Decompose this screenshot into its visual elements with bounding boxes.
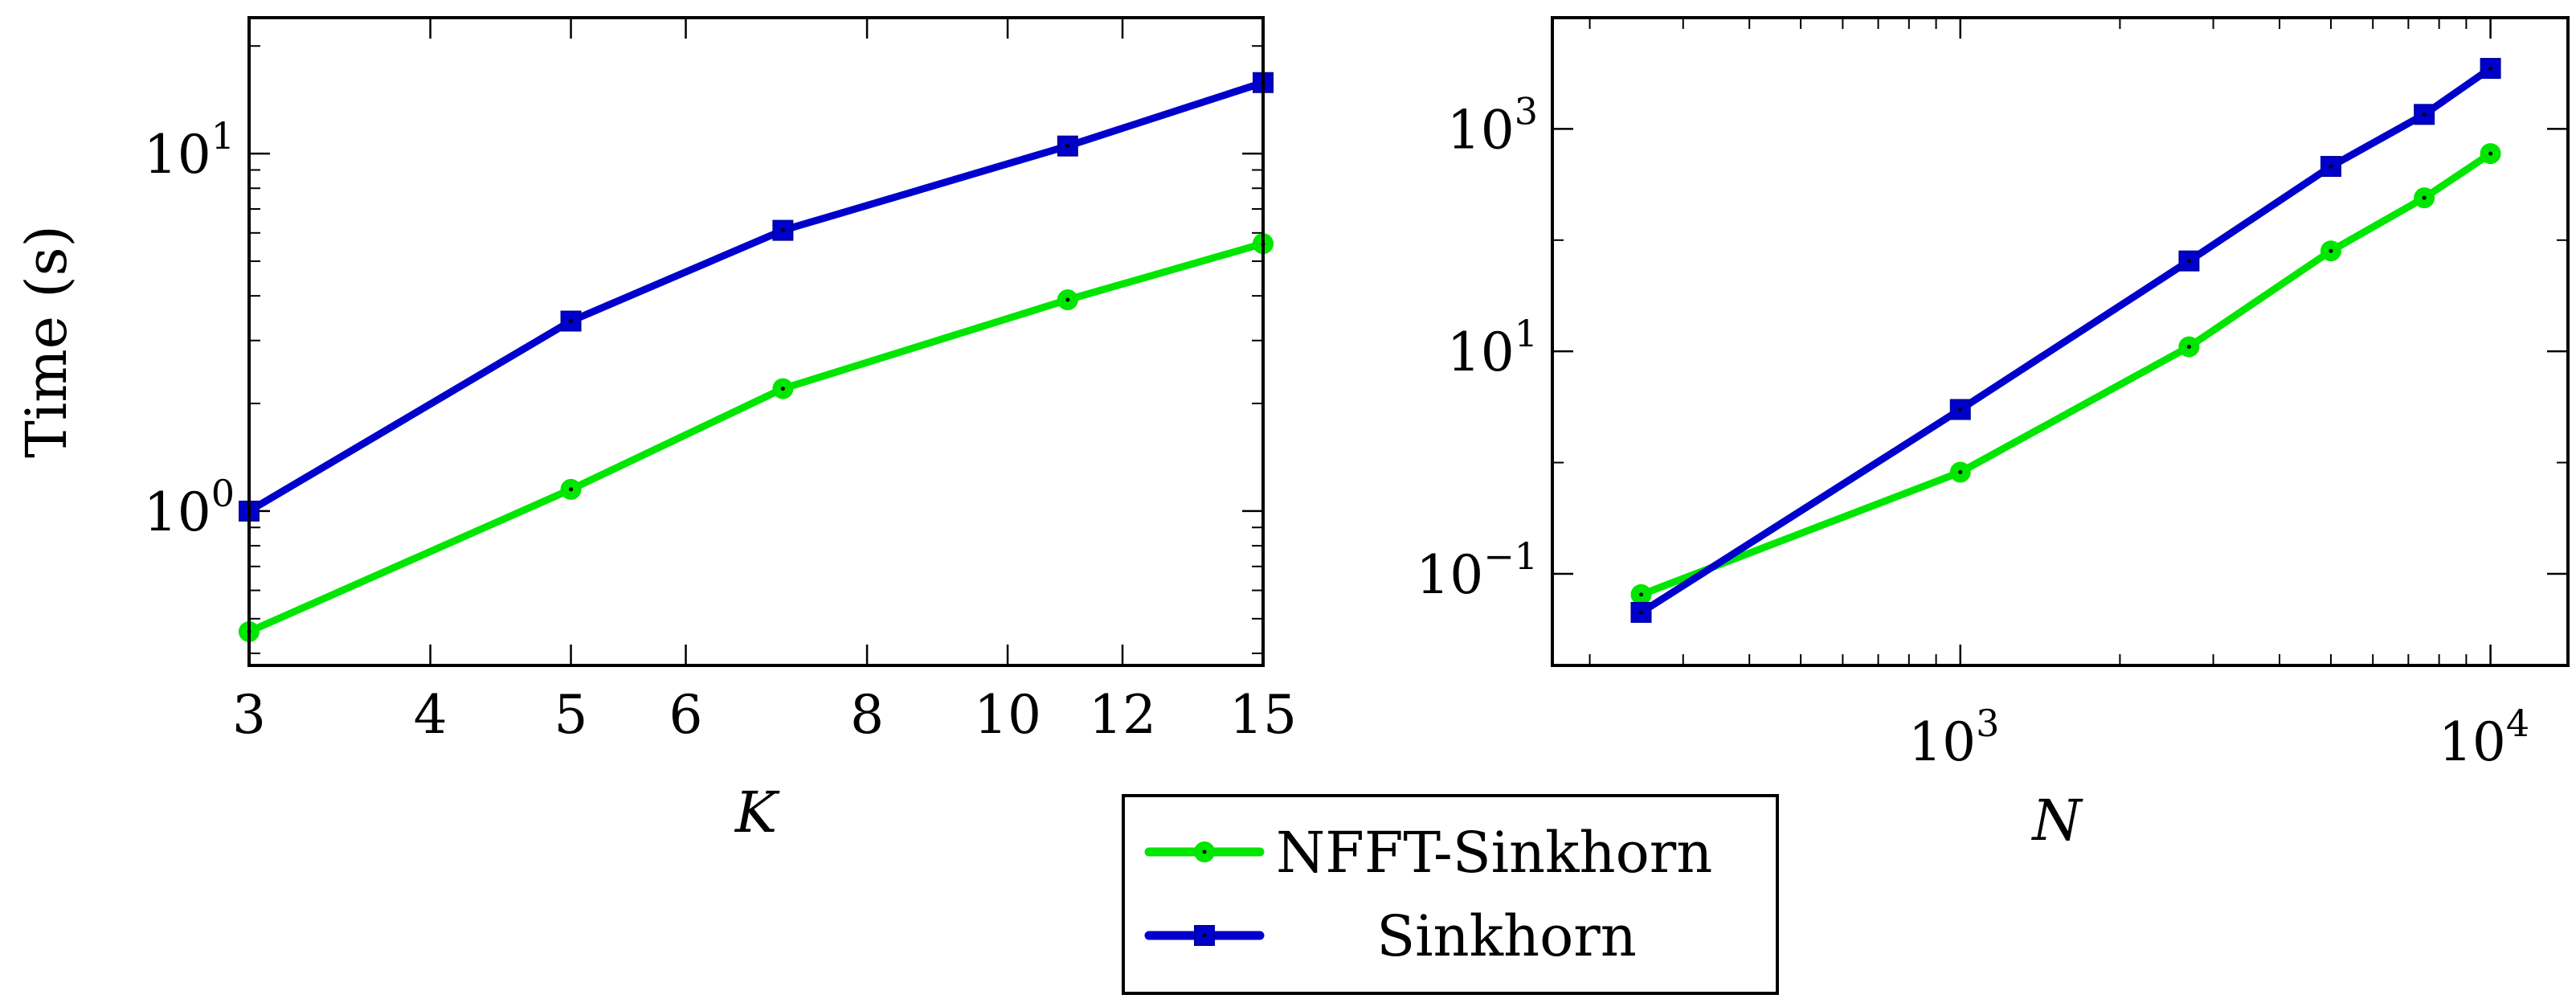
left-x-tick-label: 8 xyxy=(850,684,884,746)
right-nfft-sinkhorn-point-dot xyxy=(2422,195,2427,200)
legend-box xyxy=(1122,794,1779,995)
right-y-tick-label: 103 xyxy=(1447,89,1538,161)
left-chart-panel: 100 101 3 4 5 6 8 10 12 15 Time (s) K xyxy=(14,16,1297,845)
left-y-tick-label: 100 xyxy=(144,472,235,543)
right-sinkhorn-point-dot xyxy=(2186,259,2191,264)
left-x-tick-label: 3 xyxy=(232,684,266,746)
left-nfft-sinkhorn-point-dot xyxy=(1065,297,1070,302)
left-x-tick-label: 10 xyxy=(974,684,1041,746)
right-nfft-sinkhorn-point-dot xyxy=(1958,470,1963,475)
left-nfft-sinkhorn-point-dot xyxy=(569,487,574,492)
right-sinkhorn-point xyxy=(2480,58,2501,80)
right-sinkhorn-point-dot xyxy=(2422,112,2427,117)
legend-sinkhorn-label: Sinkhorn xyxy=(1376,903,1637,969)
right-series-sinkhorn-line xyxy=(1638,64,2495,616)
right-nfft-sinkhorn-point-dot xyxy=(2186,344,2191,349)
left-y-tick-label: 101 xyxy=(144,114,235,186)
legend-nfft-label: NFFT-Sinkhorn xyxy=(1276,820,1712,886)
legend-sinkhorn-marker xyxy=(1194,925,1215,946)
left-x-tick-label: 6 xyxy=(669,684,703,746)
right-nfft-sinkhorn-point-dot xyxy=(2488,151,2493,156)
right-x-tick-label: 103 xyxy=(1908,702,1999,773)
left-x-tick-label: 15 xyxy=(1229,684,1297,746)
right-plot-content: 10−1 101 103 103 104 xyxy=(1416,18,2568,773)
right-x-tick-label: 104 xyxy=(2439,702,2529,773)
right-series-nfft-sinkhorn-line xyxy=(1638,149,2495,599)
left-x-tick-label: 4 xyxy=(414,684,448,746)
left-x-tick-label: 12 xyxy=(1089,684,1156,746)
right-nfft-sinkhorn-point-dot xyxy=(1639,592,1644,597)
right-chart-panel: 10−1 101 103 103 104 N xyxy=(1416,16,2570,853)
legend-sinkhorn-marker-dot xyxy=(1202,933,1207,938)
right-y-tick-label: 10−1 xyxy=(1416,534,1538,606)
legend-nfft-marker-dot xyxy=(1202,849,1207,854)
left-x-axis-label: K xyxy=(734,780,780,845)
left-y-axis-label: Time (s) xyxy=(14,225,80,458)
left-sinkhorn-point-dot xyxy=(1065,144,1070,149)
left-plot-content: 100 101 3 4 5 6 8 10 12 15 xyxy=(144,18,1297,746)
left-sinkhorn-point-dot xyxy=(780,228,785,233)
left-nfft-sinkhorn-point-dot xyxy=(780,387,785,391)
left-x-tick-label: 5 xyxy=(554,684,588,746)
right-sinkhorn-point-dot xyxy=(1639,610,1644,615)
left-sinkhorn-point-dot xyxy=(569,319,574,324)
left-plot-frame xyxy=(247,16,1265,667)
right-nfft-sinkhorn-point-dot xyxy=(2329,248,2333,253)
legend: NFFT-Sinkhorn Sinkhorn xyxy=(1122,794,1779,995)
right-sinkhorn-point-dot xyxy=(1958,407,1963,412)
right-plot-frame xyxy=(1551,16,2570,667)
right-y-tick-label: 101 xyxy=(1447,312,1538,383)
right-x-axis-label: N xyxy=(2030,788,2083,853)
right-sinkhorn-point-dot xyxy=(2488,66,2493,71)
right-sinkhorn-point-dot xyxy=(2329,164,2333,169)
